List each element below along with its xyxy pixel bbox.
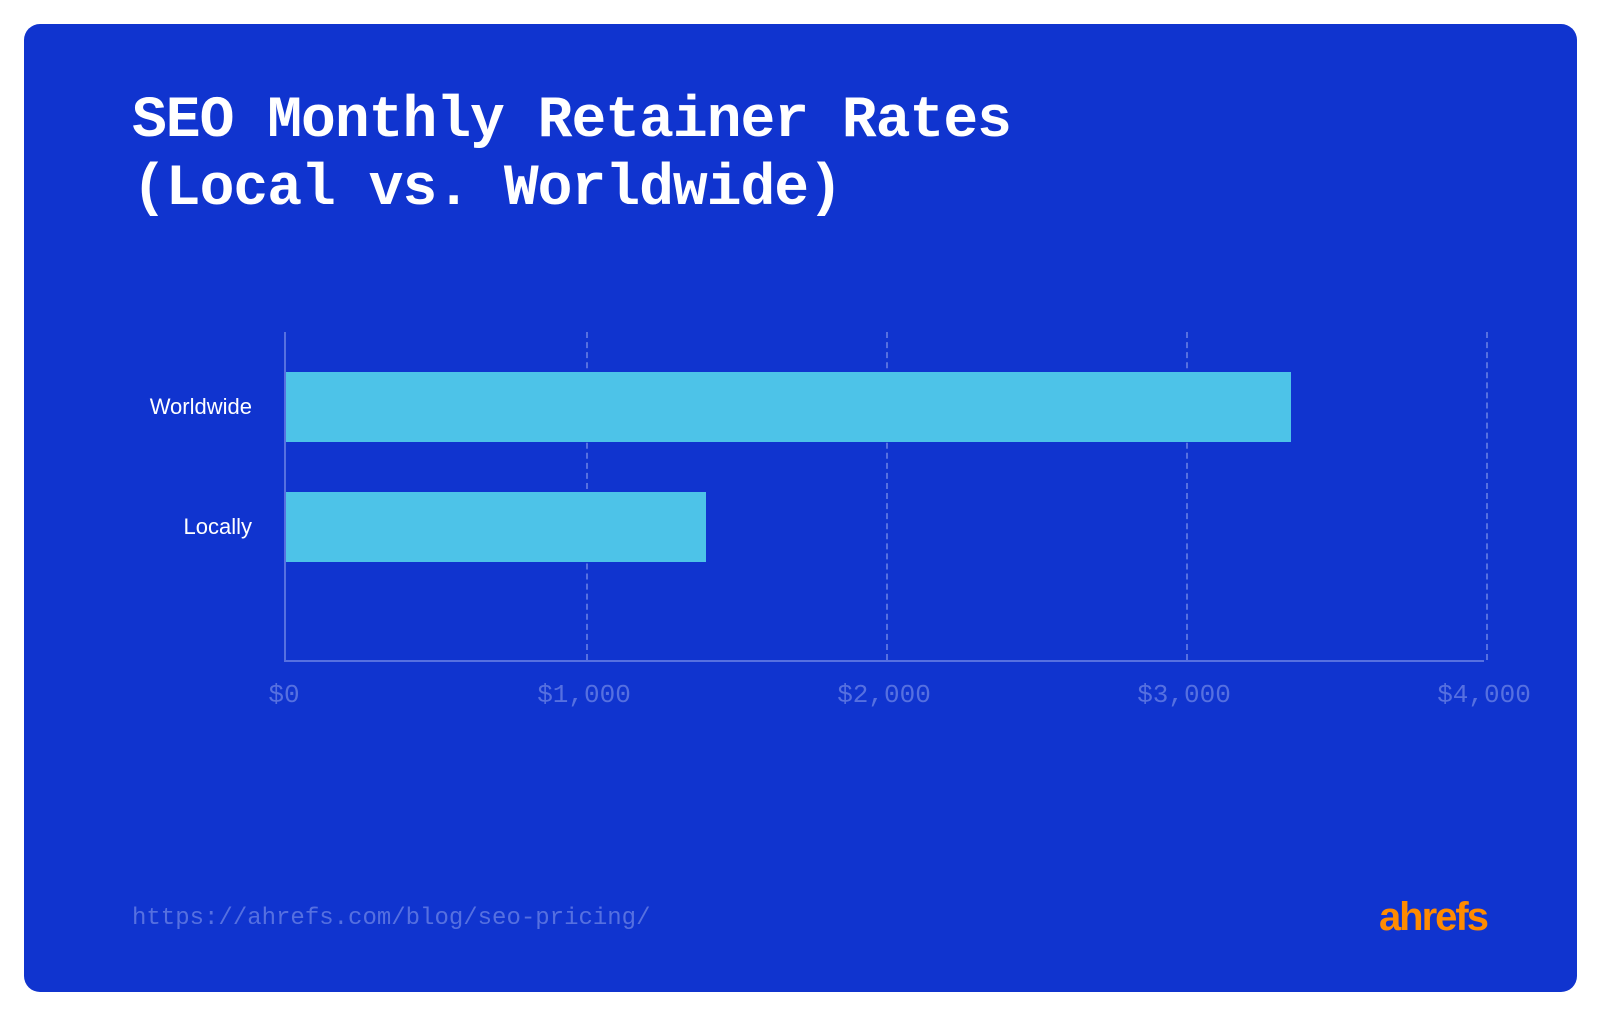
- brand-logo: ahrefs: [1379, 895, 1487, 940]
- chart-area: WorldwideLocally $0$1,000$2,000$3,000$4,…: [132, 332, 1512, 762]
- source-url: https://ahrefs.com/blog/seo-pricing/: [132, 905, 650, 932]
- chart-title-line1: SEO Monthly Retainer Rates: [132, 88, 1497, 156]
- y-axis-label: Locally: [132, 514, 252, 540]
- x-axis-label: $1,000: [537, 680, 631, 710]
- x-axis-label: $2,000: [837, 680, 931, 710]
- plot-area: [284, 332, 1484, 662]
- x-axis-label: $0: [268, 680, 299, 710]
- x-axis-labels: $0$1,000$2,000$3,000$4,000: [284, 680, 1484, 720]
- x-axis-label: $4,000: [1437, 680, 1531, 710]
- brand-text: ahrefs: [1379, 895, 1487, 940]
- chart-title: SEO Monthly Retainer Rates (Local vs. Wo…: [132, 88, 1497, 225]
- bar: [286, 492, 706, 562]
- gridline: [1486, 332, 1488, 660]
- chart-canvas: SEO Monthly Retainer Rates (Local vs. Wo…: [0, 0, 1601, 1016]
- x-axis-label: $3,000: [1137, 680, 1231, 710]
- chart-title-line2: (Local vs. Worldwide): [132, 156, 1497, 224]
- y-axis-label: Worldwide: [132, 394, 252, 420]
- y-axis-labels: Worldwide Locally: [132, 332, 268, 662]
- chart-card: SEO Monthly Retainer Rates (Local vs. Wo…: [24, 24, 1577, 992]
- bar: [286, 372, 1291, 442]
